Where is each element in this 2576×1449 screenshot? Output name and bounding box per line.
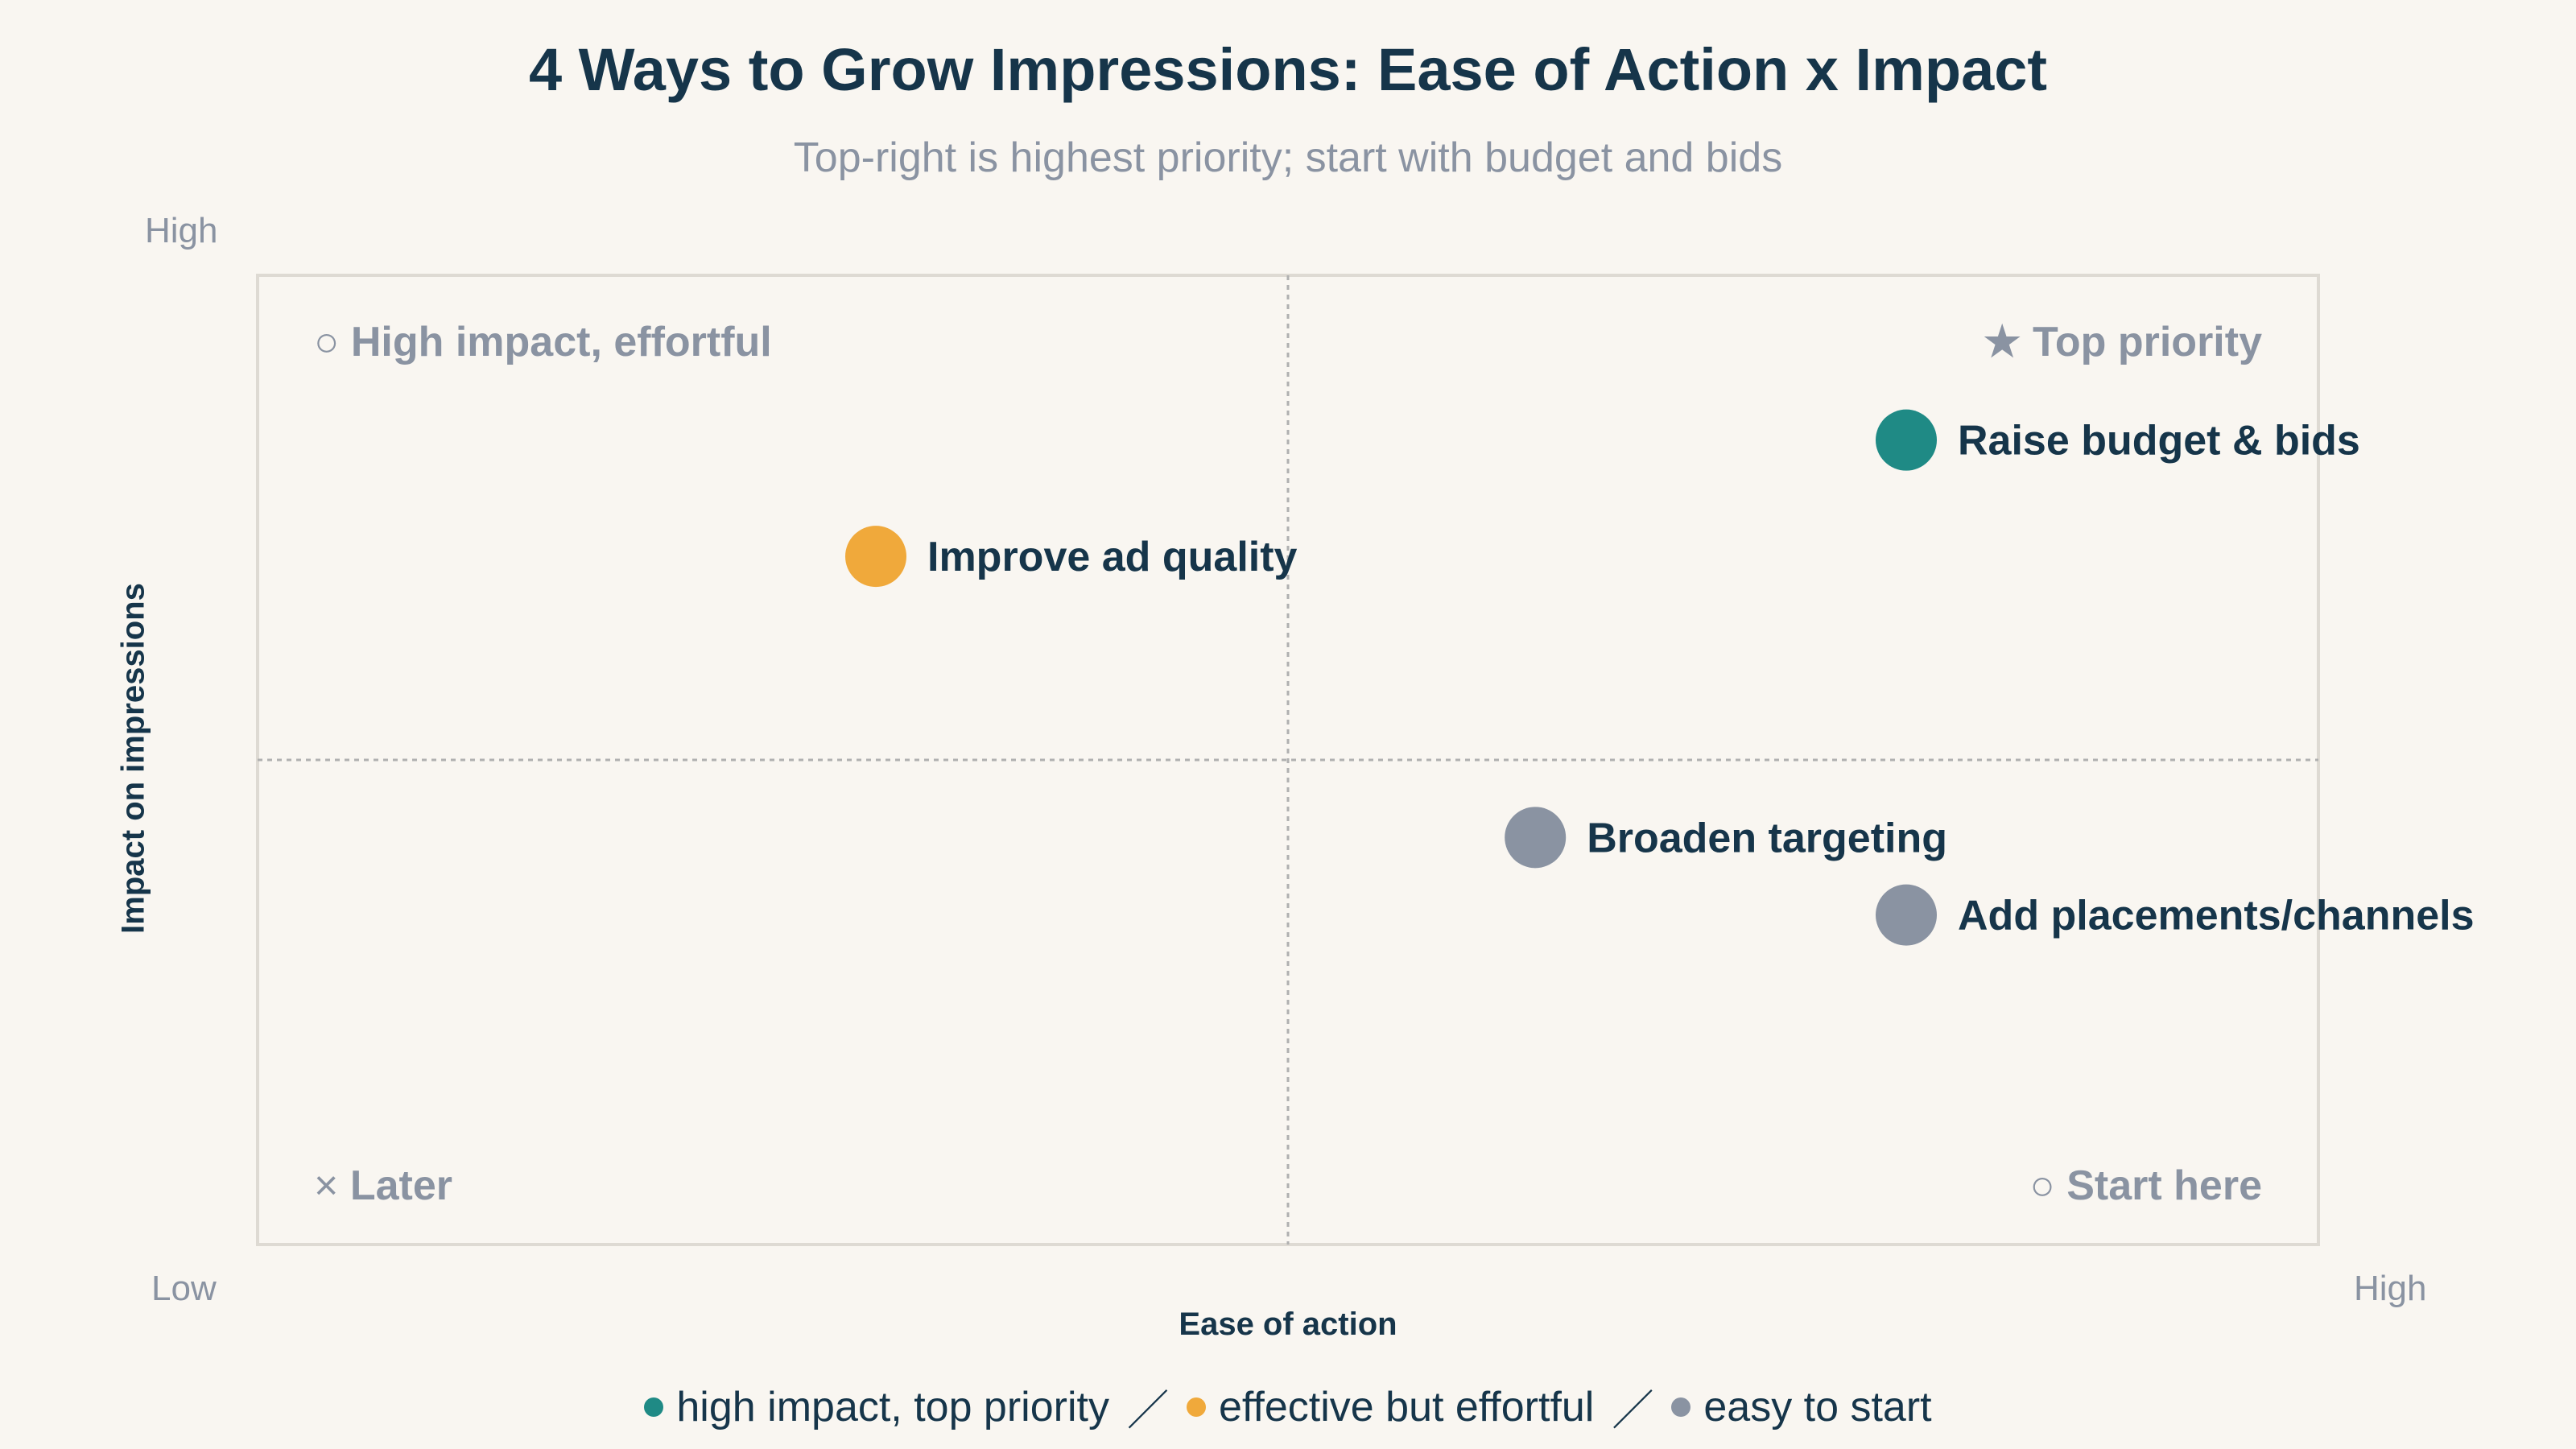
legend-item: high impact, top priority <box>644 1383 1109 1431</box>
quadrant-marker: ★ <box>1984 319 2033 365</box>
quadrant-label-bottom-right: ○ Start here <box>2029 1162 2262 1209</box>
quadrant-label-top-left: ○ High impact, effortful <box>314 319 772 365</box>
point-marker-1 <box>845 526 906 588</box>
quadrant-marker: × <box>314 1162 350 1209</box>
legend-label: easy to start <box>1703 1383 1932 1430</box>
point-label-3: Add placements/channels <box>1958 893 2475 939</box>
quadrant-marker: ○ <box>314 319 351 365</box>
legend-swatch <box>644 1397 664 1417</box>
legend-label: high impact, top priority <box>676 1383 1109 1430</box>
legend-item: easy to start <box>1671 1383 1932 1431</box>
quadrant-label-top-right: ★ Top priority <box>1984 319 2262 365</box>
point-marker-0 <box>1876 409 1937 471</box>
quadrant-label-bottom-left: × Later <box>314 1162 452 1209</box>
chart-subtitle: Top-right is highest priority; start wit… <box>793 134 1783 181</box>
x-tick-low: Low <box>151 1269 217 1308</box>
quadrant-labels: ○ High impact, effortful ★ Top priority × … <box>314 319 2262 1209</box>
x-tick-high: High <box>2354 1269 2427 1308</box>
legend-separator: ／ <box>1612 1388 1654 1435</box>
quadrant-text: Top priority <box>2033 319 2262 365</box>
point-marker-3 <box>1876 884 1937 946</box>
chart-title: 4 Ways to Grow Impressions: Ease of Acti… <box>528 36 2048 103</box>
legend-item: effective but effortful <box>1186 1383 1595 1431</box>
quadrant-text: High impact, effortful <box>351 319 772 365</box>
legend-separator: ／ <box>1126 1388 1169 1435</box>
quadrant-text: Start here <box>2066 1162 2262 1209</box>
quadrant-marker: ○ <box>2029 1162 2066 1209</box>
legend-swatch <box>1186 1397 1206 1417</box>
x-axis-label: Ease of action <box>1179 1307 1397 1342</box>
point-label-0: Raise budget & bids <box>1958 418 2360 464</box>
point-label-2: Broaden targeting <box>1587 815 1947 861</box>
point-label-1: Improve ad quality <box>927 534 1298 580</box>
legend-swatch <box>1671 1397 1691 1417</box>
legend: high impact, top priority ／ effective but … <box>0 1377 2576 1437</box>
data-points: Raise budget & bids Improve ad quality Bro… <box>845 409 2475 946</box>
quadrant-dividers <box>258 275 2318 1245</box>
quadrant-text: Later <box>350 1162 452 1209</box>
y-tick-high: High <box>145 211 218 250</box>
point-marker-2 <box>1505 807 1567 869</box>
legend-label: effective but effortful <box>1218 1383 1595 1430</box>
